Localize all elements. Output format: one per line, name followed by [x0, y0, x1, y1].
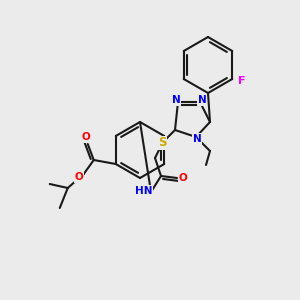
Text: N: N	[172, 95, 180, 105]
Text: O: O	[178, 173, 188, 183]
Text: HN: HN	[135, 186, 153, 196]
Text: S: S	[158, 136, 166, 149]
Text: N: N	[198, 95, 206, 105]
Text: N: N	[193, 134, 201, 144]
Text: F: F	[238, 76, 246, 86]
Text: O: O	[74, 172, 83, 182]
Text: O: O	[81, 132, 90, 142]
